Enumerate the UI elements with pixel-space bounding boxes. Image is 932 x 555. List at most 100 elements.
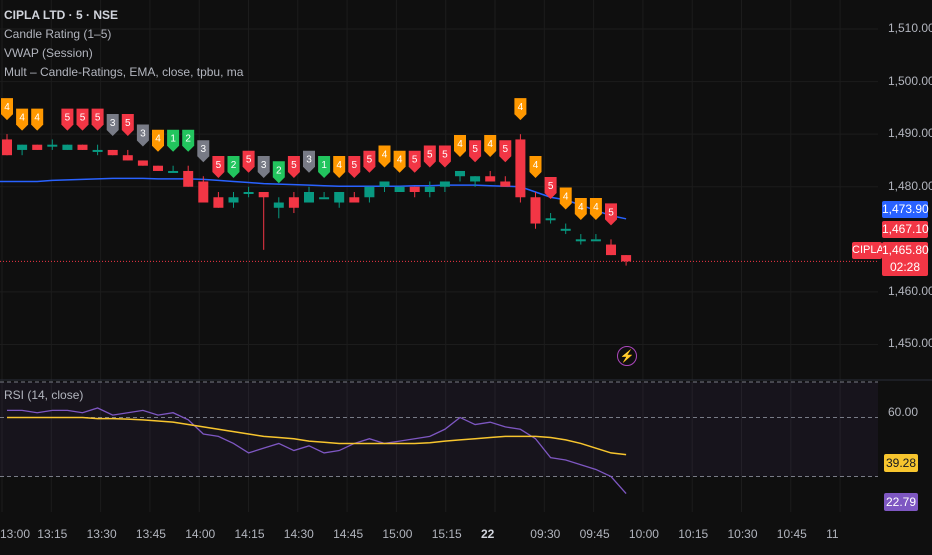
- rating-marker: [16, 108, 29, 131]
- rating-marker: [257, 156, 270, 178]
- rating-marker-label: 5: [80, 113, 86, 124]
- rating-marker-label: 4: [533, 160, 539, 171]
- rating-marker: [574, 198, 587, 221]
- candle-body: [334, 192, 345, 203]
- candle-body: [590, 239, 601, 242]
- candle-body: [530, 197, 541, 224]
- rating-marker-label: 4: [382, 149, 388, 160]
- time-tick-label: 13:30: [86, 527, 117, 541]
- rating-marker-label: 5: [427, 149, 433, 160]
- indicator-mult[interactable]: Mult – Candle-Ratings, EMA, close, tpbu,…: [4, 65, 244, 79]
- rating-marker: [514, 98, 527, 121]
- rating-marker: [454, 134, 466, 157]
- vwap-price-tag: 1,473.90: [882, 201, 929, 218]
- rating-marker: [378, 145, 391, 168]
- symbol-tag: CIPLA: [852, 242, 884, 259]
- rating-marker-label: 2: [231, 160, 237, 171]
- rating-marker-label: 4: [518, 102, 524, 113]
- time-tick-label: 15:00: [382, 527, 413, 541]
- rating-marker-label: 5: [352, 160, 358, 171]
- rating-marker-label: 4: [593, 202, 599, 213]
- price-tick-label: 1,500.00: [888, 73, 932, 88]
- rating-marker-label: 1: [321, 160, 327, 171]
- rating-marker-label: 5: [95, 113, 101, 124]
- time-tick-label: 10:30: [727, 527, 758, 541]
- rating-marker-label: 4: [34, 113, 40, 124]
- rsi-title[interactable]: RSI (14, close): [4, 388, 84, 402]
- rating-marker: [333, 156, 346, 178]
- rsi-line: [7, 407, 627, 495]
- candle-body: [168, 170, 179, 173]
- candle-body: [228, 197, 239, 203]
- candle-body: [62, 144, 73, 150]
- rating-marker-label: 5: [125, 118, 131, 129]
- rsi-tick-60: 60.00: [888, 405, 919, 419]
- indicator-candle-rating[interactable]: Candle Rating (1–5): [4, 27, 112, 41]
- rating-marker: [423, 145, 436, 168]
- time-tick-label: 22: [481, 527, 495, 541]
- rating-marker-label: 4: [336, 160, 342, 171]
- candle-body: [92, 149, 103, 152]
- candle-body: [621, 255, 632, 262]
- time-tick-label: 15:15: [431, 527, 462, 541]
- candle-body: [198, 181, 209, 203]
- candle-body: [258, 192, 269, 198]
- candle-body: [304, 192, 314, 203]
- rsi-value-tag: 22.79: [884, 493, 918, 511]
- last-price-tag: 1,465.80 02:28: [882, 242, 929, 276]
- rating-marker: [438, 145, 451, 168]
- rating-marker-label: 5: [548, 181, 554, 192]
- rating-marker: [272, 161, 285, 184]
- rating-marker-label: 3: [306, 155, 312, 166]
- rating-marker-label: 3: [110, 118, 116, 129]
- rating-marker-label: 5: [608, 207, 614, 218]
- rating-marker-label: 2: [276, 165, 282, 176]
- rating-marker: [348, 156, 361, 178]
- rating-marker: [121, 113, 134, 136]
- rating-marker: [76, 108, 89, 131]
- candle-body: [17, 144, 28, 150]
- indicator-vwap[interactable]: VWAP (Session): [4, 46, 93, 60]
- rating-marker: [605, 203, 617, 226]
- rating-marker-label: 4: [457, 139, 463, 150]
- candle-body: [47, 144, 58, 147]
- candle-body: [455, 170, 465, 177]
- rating-marker: [318, 156, 331, 178]
- rating-marker-label: 4: [4, 102, 10, 113]
- rating-marker-label: 5: [503, 144, 509, 155]
- candle-body: [153, 165, 163, 171]
- candle-body: [319, 197, 330, 200]
- rating-marker: [484, 134, 497, 157]
- rating-marker: [303, 150, 315, 173]
- candle-body: [183, 170, 194, 187]
- candle-body: [32, 144, 43, 150]
- rating-marker: [1, 98, 13, 121]
- time-tick-label: 13:00: [0, 527, 31, 541]
- time-tick-label: 14:15: [234, 527, 265, 541]
- rating-marker: [363, 150, 376, 173]
- rsi-ma-line: [7, 416, 627, 456]
- rating-marker: [197, 140, 210, 163]
- price-tick-label: 1,460.00: [888, 283, 932, 298]
- rating-marker: [393, 150, 406, 173]
- rating-marker: [544, 177, 557, 200]
- rating-marker-label: 4: [397, 155, 403, 166]
- candle-body: [213, 197, 224, 208]
- candle-body: [243, 192, 254, 194]
- candle-body: [379, 181, 390, 187]
- rsi-pane: [0, 381, 878, 495]
- candle-body: [470, 176, 481, 182]
- candle-body: [349, 197, 360, 203]
- time-tick-label: 13:45: [135, 527, 166, 541]
- lightning-icon[interactable]: ⚡: [617, 346, 637, 366]
- rating-marker: [136, 124, 149, 147]
- price-tick-label: 1,450.00: [888, 336, 932, 351]
- rating-marker: [182, 129, 195, 152]
- candle-body: [2, 139, 12, 156]
- candles: [2, 134, 632, 266]
- rating-marker: [152, 129, 164, 152]
- symbol-title[interactable]: CIPLA LTD · 5 · NSE: [4, 8, 118, 22]
- time-tick-label: 10:00: [628, 527, 659, 541]
